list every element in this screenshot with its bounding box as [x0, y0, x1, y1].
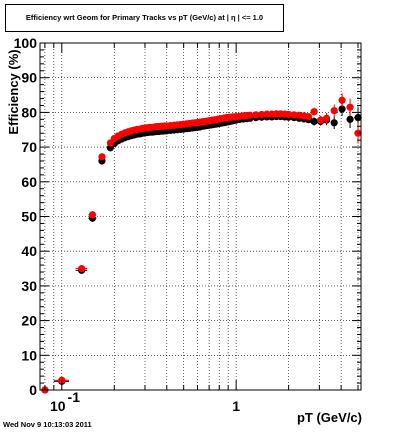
data-point — [338, 93, 345, 107]
timestamp: Wed Nov 9 10:13:03 2011 — [3, 420, 92, 429]
data-marker — [323, 115, 330, 122]
data-marker — [346, 116, 353, 123]
data-point — [305, 113, 312, 120]
series-1 — [41, 102, 362, 394]
data-marker — [305, 113, 312, 120]
data-marker — [78, 265, 85, 272]
data-marker — [89, 211, 96, 218]
x-tick-label: 1 — [232, 398, 240, 414]
y-tick-label: 100 — [14, 35, 38, 51]
data-point — [331, 117, 338, 129]
data-marker — [311, 108, 318, 115]
data-markers — [41, 93, 362, 393]
y-tick-label: 70 — [21, 139, 37, 155]
y-tick-label: 80 — [21, 104, 37, 120]
y-tick-label: 40 — [21, 243, 37, 259]
data-point — [98, 153, 105, 160]
y-tick-label: 60 — [21, 174, 37, 190]
data-marker — [331, 119, 338, 126]
data-marker — [311, 118, 318, 125]
data-marker — [331, 107, 338, 114]
grid-lines — [40, 43, 361, 390]
y-tick-label: 50 — [21, 209, 37, 225]
series-2 — [41, 93, 362, 393]
data-marker — [98, 153, 105, 160]
data-point — [76, 265, 88, 272]
title-box: Efficiency wrt Geom for Primary Tracks v… — [5, 4, 284, 32]
data-marker — [346, 104, 353, 111]
y-tick-label: 10 — [21, 347, 37, 363]
chart-title: Efficiency wrt Geom for Primary Tracks v… — [6, 13, 283, 22]
y-tick-label: 90 — [21, 70, 37, 86]
y-axis-title: Efficiency (%) — [6, 49, 21, 134]
data-marker — [338, 97, 345, 104]
y-tick-label: 0 — [29, 382, 37, 398]
data-point — [346, 99, 353, 116]
y-tick-label: 30 — [21, 278, 37, 294]
x-axis-title: pT (GeV/c) — [297, 410, 362, 425]
x-tick-label: 10 — [50, 398, 66, 414]
data-point — [331, 104, 338, 116]
data-point — [311, 108, 318, 116]
x-tick-label-exponent: -1 — [68, 389, 81, 405]
y-tick-label: 20 — [21, 313, 37, 329]
